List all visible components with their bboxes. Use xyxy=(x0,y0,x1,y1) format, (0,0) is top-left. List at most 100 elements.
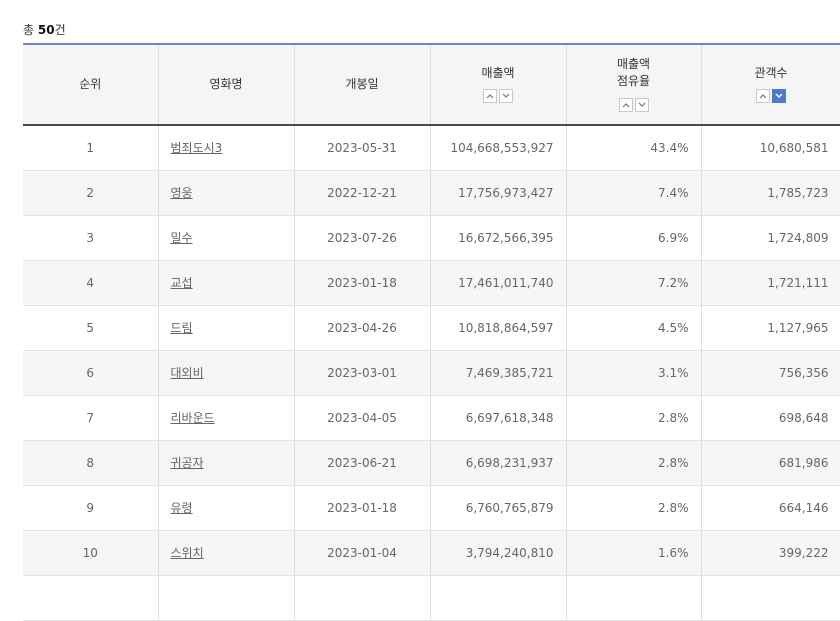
release-date-cell: 2023-07-26 xyxy=(294,215,430,260)
audience-cell: 1,721,111 xyxy=(701,260,840,305)
audience-cell: 1,785,723 xyxy=(701,170,840,215)
header-share-label-2: 점유율 xyxy=(617,74,650,88)
total-prefix: 총 xyxy=(23,23,38,37)
audience-cell: 10,680,581 xyxy=(701,125,840,170)
title-cell: 귀공자 xyxy=(158,440,294,485)
share-sort-desc-button[interactable] xyxy=(635,98,649,112)
rank-cell: 6 xyxy=(23,350,158,395)
share-sort-asc-button[interactable] xyxy=(619,98,633,112)
header-share-label-1: 매출액 xyxy=(617,57,650,71)
title-cell: 밀수 xyxy=(158,215,294,260)
share-cell: 6.9% xyxy=(566,215,701,260)
release-date-cell: 2023-01-04 xyxy=(294,530,430,575)
boxoffice-table: 순위 영화명 개봉일 매출액 매출액 점유율 관객수 xyxy=(23,43,840,621)
sales-cell: 17,461,011,740 xyxy=(430,260,566,305)
audience-cell: 756,356 xyxy=(701,350,840,395)
header-rank: 순위 xyxy=(23,44,158,125)
chevron-down-icon xyxy=(775,93,783,99)
title-cell: 대외비 xyxy=(158,350,294,395)
share-cell: 7.4% xyxy=(566,170,701,215)
header-share: 매출액 점유율 xyxy=(566,44,701,125)
table-row: 8 귀공자 2023-06-21 6,698,231,937 2.8% 681,… xyxy=(23,440,840,485)
title-cell: 스위치 xyxy=(158,530,294,575)
sales-cell: 6,697,618,348 xyxy=(430,395,566,440)
movie-title-link[interactable]: 유령 xyxy=(171,501,193,515)
header-sales-label: 매출액 xyxy=(481,66,514,80)
sales-cell: 7,469,385,721 xyxy=(430,350,566,395)
table-row: 6 대외비 2023-03-01 7,469,385,721 3.1% 756,… xyxy=(23,350,840,395)
rank-cell: 4 xyxy=(23,260,158,305)
table-body: 1 범죄도시3 2023-05-31 104,668,553,927 43.4%… xyxy=(23,125,840,620)
table-row: 2 영웅 2022-12-21 17,756,973,427 7.4% 1,78… xyxy=(23,170,840,215)
total-suffix: 건 xyxy=(55,23,66,37)
chevron-up-icon xyxy=(622,102,630,108)
audience-cell: 664,146 xyxy=(701,485,840,530)
sales-cell: 104,668,553,927 xyxy=(430,125,566,170)
title-cell xyxy=(158,575,294,620)
chevron-up-icon xyxy=(486,93,494,99)
audience-cell: 399,222 xyxy=(701,530,840,575)
header-release: 개봉일 xyxy=(294,44,430,125)
audience-cell: 681,986 xyxy=(701,440,840,485)
rank-cell: 8 xyxy=(23,440,158,485)
audience-cell: 1,724,809 xyxy=(701,215,840,260)
movie-title-link[interactable]: 범죄도시3 xyxy=(171,141,223,155)
rank-cell: 7 xyxy=(23,395,158,440)
chevron-up-icon xyxy=(759,93,767,99)
rank-cell: 1 xyxy=(23,125,158,170)
release-date-cell: 2023-04-26 xyxy=(294,305,430,350)
release-date-cell: 2022-12-21 xyxy=(294,170,430,215)
share-cell: 2.8% xyxy=(566,440,701,485)
movie-title-link[interactable]: 스위치 xyxy=(171,546,204,560)
share-cell xyxy=(566,575,701,620)
chevron-down-icon xyxy=(638,102,646,108)
total-count: 총 50건 xyxy=(23,21,66,38)
sales-cell: 17,756,973,427 xyxy=(430,170,566,215)
release-date-cell: 2023-03-01 xyxy=(294,350,430,395)
sales-cell xyxy=(430,575,566,620)
sales-sort-asc-button[interactable] xyxy=(483,89,497,103)
table-row: 5 드림 2023-04-26 10,818,864,597 4.5% 1,12… xyxy=(23,305,840,350)
title-cell: 드림 xyxy=(158,305,294,350)
movie-title-link[interactable]: 밀수 xyxy=(171,231,193,245)
release-date-cell: 2023-05-31 xyxy=(294,125,430,170)
share-cell: 4.5% xyxy=(566,305,701,350)
sales-cell: 16,672,566,395 xyxy=(430,215,566,260)
rank-cell xyxy=(23,575,158,620)
audience-sort-desc-button[interactable] xyxy=(772,89,786,103)
movie-title-link[interactable]: 교섭 xyxy=(171,276,193,290)
table-header-row: 순위 영화명 개봉일 매출액 매출액 점유율 관객수 xyxy=(23,44,840,125)
audience-sort-asc-button[interactable] xyxy=(756,89,770,103)
release-date-cell: 2023-01-18 xyxy=(294,260,430,305)
movie-title-link[interactable]: 드림 xyxy=(171,321,193,335)
release-date-cell: 2023-01-18 xyxy=(294,485,430,530)
movie-title-link[interactable]: 귀공자 xyxy=(171,456,204,470)
table-row: 9 유령 2023-01-18 6,760,765,879 2.8% 664,1… xyxy=(23,485,840,530)
boxoffice-table-container: 순위 영화명 개봉일 매출액 매출액 점유율 관객수 xyxy=(23,43,840,621)
sales-cell: 6,698,231,937 xyxy=(430,440,566,485)
sales-cell: 6,760,765,879 xyxy=(430,485,566,530)
title-cell: 영웅 xyxy=(158,170,294,215)
sales-cell: 3,794,240,810 xyxy=(430,530,566,575)
share-cell: 3.1% xyxy=(566,350,701,395)
title-cell: 유령 xyxy=(158,485,294,530)
audience-sort-controls xyxy=(702,88,840,105)
sales-sort-controls xyxy=(431,88,566,105)
movie-title-link[interactable]: 리바운드 xyxy=(171,411,215,425)
movie-title-link[interactable]: 영웅 xyxy=(171,186,193,200)
share-sort-controls xyxy=(567,96,701,113)
table-row: 3 밀수 2023-07-26 16,672,566,395 6.9% 1,72… xyxy=(23,215,840,260)
audience-cell: 698,648 xyxy=(701,395,840,440)
audience-cell xyxy=(701,575,840,620)
sales-cell: 10,818,864,597 xyxy=(430,305,566,350)
sales-sort-desc-button[interactable] xyxy=(499,89,513,103)
share-cell: 43.4% xyxy=(566,125,701,170)
header-release-label: 개봉일 xyxy=(345,77,378,91)
header-title-label: 영화명 xyxy=(209,77,242,91)
table-row: 7 리바운드 2023-04-05 6,697,618,348 2.8% 698… xyxy=(23,395,840,440)
movie-title-link[interactable]: 대외비 xyxy=(171,366,204,380)
share-cell: 7.2% xyxy=(566,260,701,305)
header-audience-label: 관객수 xyxy=(754,66,787,80)
release-date-cell xyxy=(294,575,430,620)
title-cell: 교섭 xyxy=(158,260,294,305)
